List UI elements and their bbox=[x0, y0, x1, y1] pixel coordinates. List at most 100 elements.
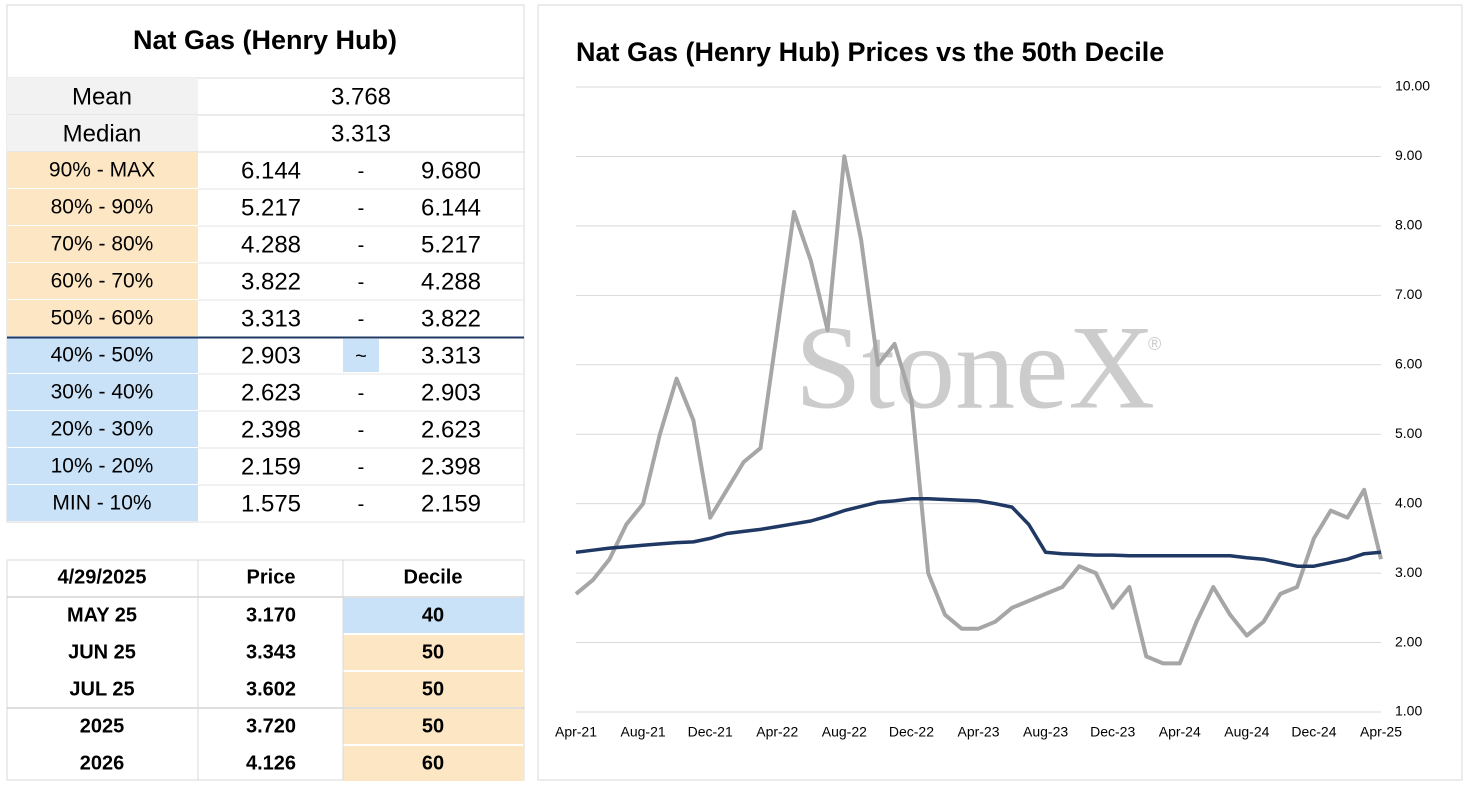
decile-high: 2.398 bbox=[421, 453, 481, 480]
y-tick-label: 4.00 bbox=[1395, 494, 1422, 510]
x-tick-label: Apr-23 bbox=[957, 724, 999, 740]
decile-high: 3.313 bbox=[421, 342, 481, 369]
y-tick-label: 1.00 bbox=[1395, 703, 1422, 719]
decile-label-cell bbox=[7, 152, 198, 188]
decile-cell bbox=[343, 746, 524, 781]
decile-sep: - bbox=[358, 382, 365, 404]
summary-value: 3.313 bbox=[331, 120, 391, 147]
quote-label: JUL 25 bbox=[69, 678, 134, 700]
quote-price: 3.170 bbox=[246, 604, 296, 626]
series-line bbox=[575, 497, 1382, 568]
decile-low: 1.575 bbox=[241, 490, 301, 517]
summary-value: 3.768 bbox=[331, 83, 391, 110]
chart-title: Nat Gas (Henry Hub) Prices vs the 50th D… bbox=[576, 37, 1164, 67]
quote-price: 3.602 bbox=[246, 678, 296, 700]
decile-sep: - bbox=[358, 493, 365, 515]
decile-label-cell bbox=[7, 226, 198, 262]
decile-high: 5.217 bbox=[421, 231, 481, 258]
decile-label-cell bbox=[7, 485, 198, 521]
quotes-header: Decile bbox=[404, 566, 463, 588]
y-tick-label: 6.00 bbox=[1395, 355, 1422, 371]
decile-label-cell bbox=[7, 263, 198, 299]
decile-label: 80% - 90% bbox=[51, 196, 154, 219]
x-tick-label: Dec-23 bbox=[1090, 724, 1135, 740]
watermark: StoneX bbox=[795, 301, 1155, 434]
decile-low: 2.903 bbox=[241, 342, 301, 369]
quotes-header: Price bbox=[247, 566, 296, 588]
y-tick-label: 8.00 bbox=[1395, 217, 1422, 233]
decile-label-cell bbox=[7, 337, 198, 373]
quote-label: 2025 bbox=[80, 715, 125, 737]
x-tick-label: Apr-21 bbox=[555, 724, 597, 740]
decile-low: 2.159 bbox=[241, 453, 301, 480]
x-tick-label: Dec-22 bbox=[889, 724, 934, 740]
summary-label: Mean bbox=[72, 83, 132, 110]
quote-price: 3.343 bbox=[246, 641, 296, 663]
watermark-mark: ® bbox=[1148, 334, 1161, 354]
decile-cell bbox=[343, 709, 524, 744]
x-tick-label: Apr-24 bbox=[1159, 724, 1201, 740]
decile-label-cell bbox=[7, 189, 198, 225]
quote-label: MAY 25 bbox=[67, 604, 137, 626]
quote-decile: 40 bbox=[422, 604, 444, 626]
decile-cell bbox=[343, 672, 524, 707]
decile-low: 5.217 bbox=[241, 194, 301, 221]
table-title: Nat Gas (Henry Hub) bbox=[133, 25, 397, 55]
quote-decile: 50 bbox=[422, 641, 444, 663]
decile-low: 2.623 bbox=[241, 379, 301, 406]
quote-label: JUN 25 bbox=[68, 641, 136, 663]
decile-sep: - bbox=[358, 160, 365, 182]
decile-sep: - bbox=[358, 419, 365, 441]
decile-label: 20% - 30% bbox=[51, 418, 154, 441]
decile-high: 6.144 bbox=[421, 194, 481, 221]
decile-high: 9.680 bbox=[421, 157, 481, 184]
decile-cell bbox=[343, 598, 524, 633]
decile-sep: - bbox=[358, 197, 365, 219]
decile-low: 4.288 bbox=[241, 231, 301, 258]
decile-label: 10% - 20% bbox=[51, 455, 154, 478]
y-tick-label: 3.00 bbox=[1395, 564, 1422, 580]
decile-sep: - bbox=[358, 456, 365, 478]
decile-high: 4.288 bbox=[421, 268, 481, 295]
decile-label-cell bbox=[7, 448, 198, 484]
decile-label: 70% - 80% bbox=[51, 233, 154, 256]
decile-cell bbox=[343, 635, 524, 670]
decile-low: 3.822 bbox=[241, 268, 301, 295]
decile-label-cell bbox=[7, 411, 198, 447]
x-tick-label: Aug-23 bbox=[1023, 724, 1068, 740]
x-tick-label: Aug-22 bbox=[822, 724, 867, 740]
decile-high: 2.623 bbox=[421, 416, 481, 443]
decile-label: 60% - 70% bbox=[51, 270, 154, 293]
quote-label: 2026 bbox=[80, 752, 125, 774]
decile-label-cell bbox=[7, 300, 198, 336]
y-tick-label: 5.00 bbox=[1395, 425, 1422, 441]
x-tick-label: Apr-25 bbox=[1360, 724, 1402, 740]
summary-label-cell bbox=[7, 115, 198, 152]
decile-sep: - bbox=[358, 234, 365, 256]
decile-low: 2.398 bbox=[241, 416, 301, 443]
decile-label-cell bbox=[7, 374, 198, 410]
summary-label-cell bbox=[7, 78, 198, 115]
decile-label: MIN - 10% bbox=[52, 492, 151, 515]
decile-label: 30% - 40% bbox=[51, 381, 154, 404]
decile-low: 3.313 bbox=[241, 305, 301, 332]
decile-low: 6.144 bbox=[241, 157, 301, 184]
decile-high: 2.159 bbox=[421, 490, 481, 517]
quote-decile: 60 bbox=[422, 752, 444, 774]
quote-price: 3.720 bbox=[246, 715, 296, 737]
decile-label: 40% - 50% bbox=[51, 344, 154, 367]
y-tick-label: 7.00 bbox=[1395, 286, 1422, 302]
decile-marker-cell bbox=[343, 339, 379, 372]
x-tick-label: Aug-24 bbox=[1224, 724, 1269, 740]
quotes-header: 4/29/2025 bbox=[58, 566, 147, 588]
quote-price: 4.126 bbox=[246, 752, 296, 774]
y-tick-label: 10.00 bbox=[1395, 78, 1430, 94]
quote-decile: 50 bbox=[422, 715, 444, 737]
decile-label: 90% - MAX bbox=[49, 159, 155, 182]
x-tick-label: Aug-21 bbox=[621, 724, 666, 740]
decile-high: 2.903 bbox=[421, 379, 481, 406]
summary-label: Median bbox=[63, 120, 142, 147]
decile-sep: - bbox=[358, 308, 365, 330]
x-tick-label: Dec-24 bbox=[1291, 724, 1336, 740]
